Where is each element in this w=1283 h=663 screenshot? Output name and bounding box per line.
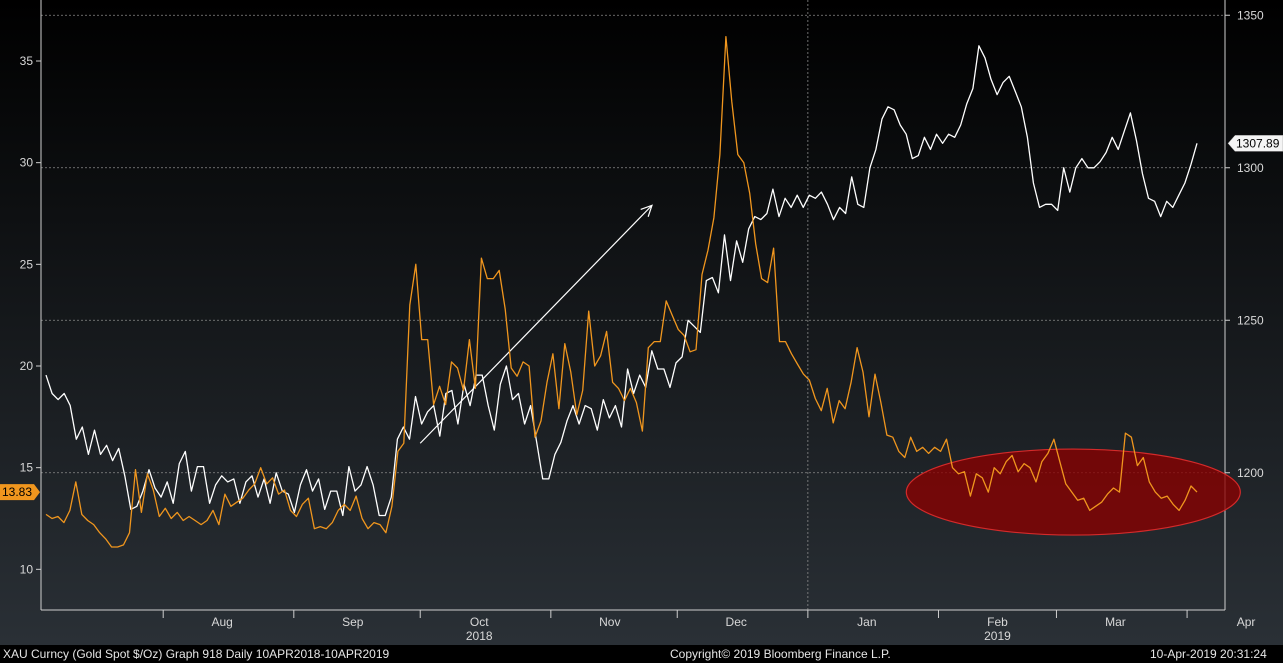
left-axis-tick-label: 15 (20, 461, 34, 475)
left-axis-tick-label: 35 (20, 54, 34, 68)
footer-bar: XAU Curncy (Gold Spot $/Oz) Graph 918 Da… (0, 645, 1283, 663)
volatility-last-value-text: 13.83 (2, 485, 32, 499)
x-axis-tick-label: Sep (342, 615, 364, 629)
x-axis-tick-label: Dec (726, 615, 747, 629)
footer-timestamp-text: 10-Apr-2019 20:31:24 (1150, 647, 1267, 661)
gold-price-series-line (45, 45, 1198, 517)
highlight-ellipse (905, 448, 1241, 536)
x-axis-tick-label: Mar (1105, 615, 1126, 629)
x-axis-tick-label: Jan (857, 615, 876, 629)
x-axis-tick-label: Oct (470, 615, 489, 629)
grid-lines (41, 0, 1225, 610)
x-axis-tick-label: Nov (599, 615, 620, 629)
footer-left-text: XAU Curncy (Gold Spot $/Oz) Graph 918 Da… (3, 647, 390, 661)
trend-arrow-head (640, 204, 653, 217)
trend-arrow-line (419, 204, 653, 444)
gold-last-value-tag (1227, 135, 1283, 152)
x-axis-tick-label: Feb (987, 615, 1008, 629)
left-axis-tick-label: 10 (20, 562, 34, 576)
volatility-series-line (45, 35, 1198, 548)
x-axis-tick-label: Aug (212, 615, 233, 629)
right-axis-tick-label: 1300 (1237, 161, 1264, 175)
right-axis-tick-label: 1350 (1237, 8, 1264, 22)
x-axis-tick-label: Apr (1237, 615, 1256, 629)
series-lines (45, 35, 1198, 548)
tick-labels: 1200 1250 1300 1350 10 15 20 25 30 35 Aug Sep Oct Nov… (0, 8, 1283, 643)
footer-copyright-text: Copyright© 2019 Bloomberg Finance L.P. (670, 647, 891, 661)
chart-background (0, 0, 1283, 645)
x-axis-year-label: 2018 (466, 629, 493, 643)
gold-last-value-text: 1307.89 (1236, 136, 1280, 150)
x-axis-year-label: 2019 (984, 629, 1011, 643)
right-axis-tick-label: 1200 (1237, 466, 1264, 480)
left-axis-tick-label: 20 (20, 359, 34, 373)
volatility-last-value-tag (0, 484, 40, 501)
right-axis-tick-label: 1250 (1237, 313, 1264, 327)
left-axis-tick-label: 30 (20, 156, 34, 170)
left-axis-tick-label: 25 (20, 257, 34, 271)
annotations (419, 204, 1241, 536)
